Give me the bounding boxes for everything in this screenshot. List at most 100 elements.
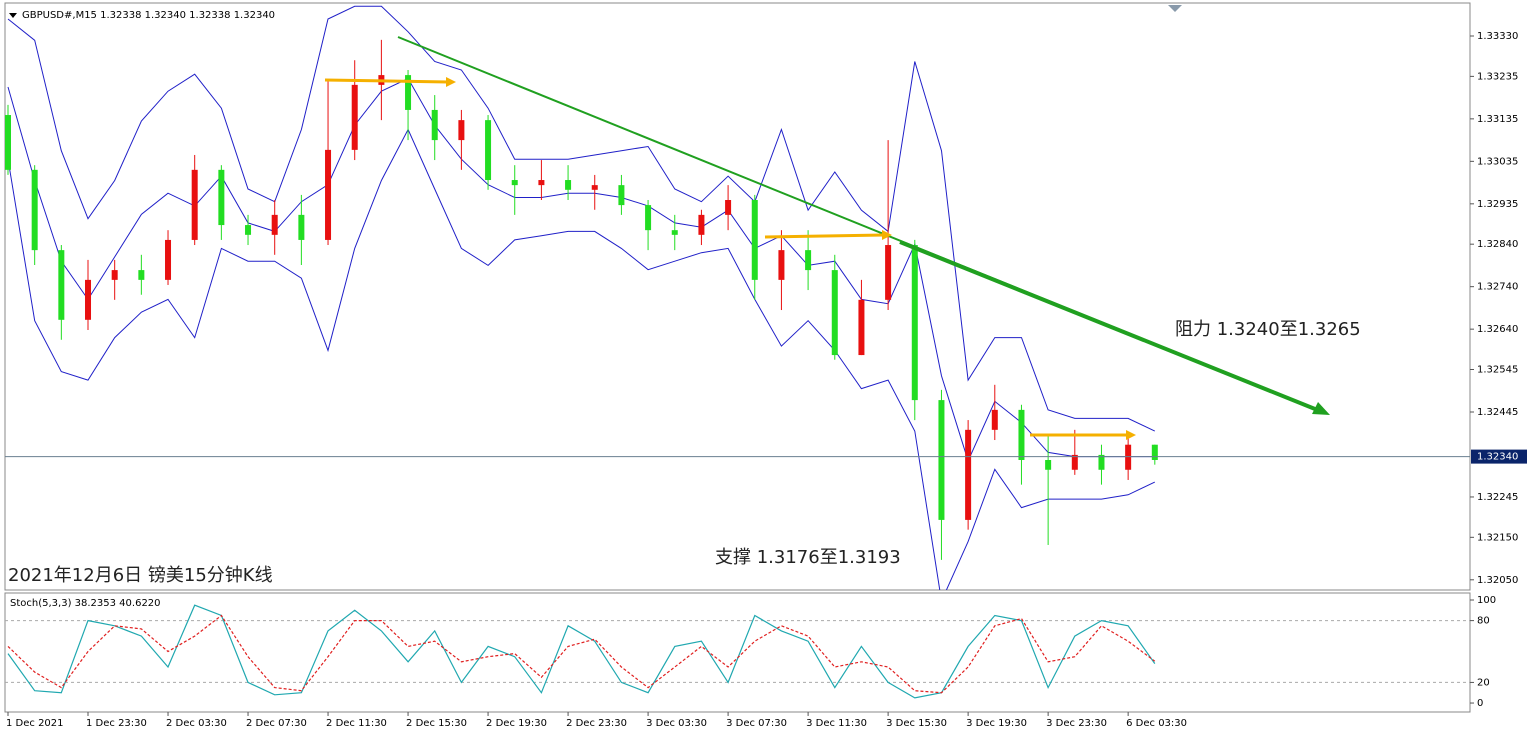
x-tick-label: 3 Dec 11:30 bbox=[806, 718, 867, 729]
drawings bbox=[9, 5, 1330, 440]
candle-body bbox=[5, 115, 11, 170]
candle-body bbox=[1045, 460, 1052, 470]
candle-body bbox=[885, 245, 892, 300]
y-tick-label: 100 bbox=[1477, 595, 1496, 606]
y-tick-label: 0 bbox=[1477, 698, 1483, 709]
candle-body bbox=[111, 270, 118, 280]
y-tick-label: 1.32245 bbox=[1477, 492, 1518, 503]
candle-body bbox=[698, 214, 705, 235]
candle-body bbox=[511, 180, 518, 186]
candle-body bbox=[911, 245, 918, 401]
x-tick-label: 3 Dec 07:30 bbox=[726, 718, 787, 729]
candle-body bbox=[965, 429, 972, 520]
annotation: 支撑 1.3176至1.3193 bbox=[715, 547, 901, 568]
candle-body bbox=[1151, 444, 1158, 460]
y-tick-label: 1.33135 bbox=[1477, 114, 1518, 125]
y-tick-label: 1.32050 bbox=[1477, 575, 1518, 586]
shift-marker bbox=[1168, 5, 1182, 12]
candle-body bbox=[538, 180, 545, 186]
y-tick-label: 1.32545 bbox=[1477, 365, 1518, 376]
candle-body bbox=[751, 200, 758, 280]
candle-body bbox=[485, 120, 492, 181]
y-tick-label: 1.32740 bbox=[1477, 282, 1518, 293]
candle-body bbox=[218, 169, 225, 226]
candle-body bbox=[245, 225, 252, 235]
candle-body bbox=[1125, 444, 1132, 470]
arrow bbox=[764, 233, 885, 239]
candle-body bbox=[31, 169, 38, 251]
candle-body bbox=[858, 299, 865, 356]
x-tick-label: 2 Dec 11:30 bbox=[326, 718, 387, 729]
candle-body bbox=[405, 75, 412, 110]
bollinger-lower bbox=[7, 128, 1156, 590]
arrow bbox=[324, 78, 449, 84]
trend-line bbox=[899, 240, 1321, 413]
x-tick-label: 2 Dec 15:30 bbox=[406, 718, 467, 729]
candle-body bbox=[591, 185, 598, 190]
y-tick-label: 1.32840 bbox=[1477, 239, 1518, 250]
candle-body bbox=[725, 200, 732, 215]
symbol-header: GBPUSD#,M15 1.32338 1.32340 1.32338 1.32… bbox=[22, 10, 275, 21]
stoch-line bbox=[7, 614, 1156, 694]
x-tick-label: 1 Dec 2021 bbox=[6, 718, 64, 729]
arrow-head bbox=[1312, 402, 1330, 415]
candle-body bbox=[191, 169, 198, 240]
x-tick-label: 1 Dec 23:30 bbox=[86, 718, 147, 729]
x-tick-label: 6 Dec 03:30 bbox=[1126, 718, 1187, 729]
x-tick-label: 3 Dec 19:30 bbox=[966, 718, 1027, 729]
y-tick-label: 1.32150 bbox=[1477, 532, 1518, 543]
menu-marker bbox=[9, 13, 17, 18]
bollinger-upper bbox=[7, 5, 1156, 432]
candle-body bbox=[938, 400, 945, 520]
candle-body bbox=[1098, 454, 1105, 470]
y-tick-label: 1.33035 bbox=[1477, 156, 1518, 167]
x-tick-label: 3 Dec 15:30 bbox=[886, 718, 947, 729]
x-tick-label: 2 Dec 03:30 bbox=[166, 718, 227, 729]
stoch-panel bbox=[4, 592, 1471, 713]
candle-body bbox=[85, 279, 92, 320]
candle-body bbox=[1018, 409, 1025, 460]
candle-body bbox=[431, 109, 438, 141]
candle-body bbox=[458, 120, 465, 141]
candle-body bbox=[58, 250, 65, 320]
arrow-head bbox=[882, 230, 892, 240]
main-plot bbox=[5, 5, 1158, 590]
stoch-title: Stoch(5,3,3) 38.2353 40.6220 bbox=[10, 598, 161, 609]
candle-body bbox=[805, 250, 812, 271]
candle-body bbox=[645, 205, 652, 231]
y-tick-label: 1.32935 bbox=[1477, 199, 1518, 210]
y-tick-label: 1.32445 bbox=[1477, 407, 1518, 418]
candle-body bbox=[831, 270, 838, 356]
x-tick-label: 3 Dec 03:30 bbox=[646, 718, 707, 729]
candle-body bbox=[298, 214, 305, 240]
candle-body bbox=[271, 214, 278, 235]
main-panel bbox=[4, 2, 1471, 591]
x-tick-label: 2 Dec 23:30 bbox=[566, 718, 627, 729]
y-tick-label: 1.33235 bbox=[1477, 71, 1518, 82]
last-price-label: 1.32340 bbox=[1477, 452, 1518, 463]
chart-title: 2021年12月6日 镑美15分钟K线 bbox=[8, 565, 273, 586]
y-tick-label: 1.32640 bbox=[1477, 324, 1518, 335]
y-tick-label: 20 bbox=[1477, 677, 1490, 688]
candle-body bbox=[138, 270, 145, 280]
x-tick-label: 2 Dec 07:30 bbox=[246, 718, 307, 729]
candle-body bbox=[618, 185, 625, 206]
candle-body bbox=[1071, 454, 1078, 470]
last-price-box bbox=[1471, 449, 1527, 464]
stoch-line bbox=[7, 604, 1156, 699]
y-tick-label: 80 bbox=[1477, 616, 1490, 627]
candle-body bbox=[351, 84, 358, 150]
candle-body bbox=[325, 149, 332, 240]
arrow-head bbox=[446, 77, 456, 87]
candle-body bbox=[778, 250, 785, 280]
x-tick-label: 3 Dec 23:30 bbox=[1046, 718, 1107, 729]
bollinger-middle bbox=[7, 77, 1155, 463]
y-tick-label: 1.33330 bbox=[1477, 31, 1518, 42]
candle-body bbox=[671, 230, 678, 235]
candle-body bbox=[565, 180, 572, 190]
arrow-head bbox=[1126, 430, 1136, 440]
candle-body bbox=[991, 409, 998, 430]
x-tick-label: 2 Dec 19:30 bbox=[486, 718, 547, 729]
